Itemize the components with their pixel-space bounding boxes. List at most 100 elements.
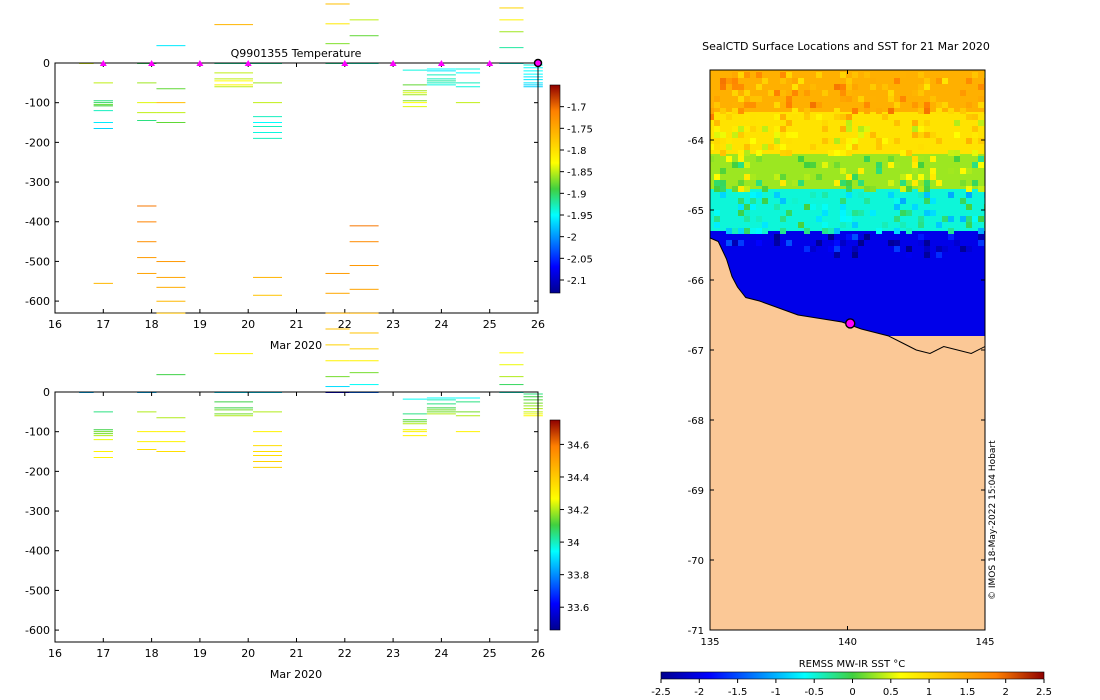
sst-pixel [930, 156, 936, 162]
sst-pixel [714, 126, 720, 132]
sst-pixel [864, 72, 870, 78]
sst-pixel [744, 114, 750, 120]
profile-cell [156, 374, 186, 376]
sst-pixel [918, 240, 924, 246]
map-y-ticks: -64 -65 -66 -67 -68 -69 -70 -71 [688, 136, 985, 637]
salinity-colorbar-ticks: 34.6 34.4 34.2 34 33.8 33.6 [560, 440, 589, 614]
surface-marker [148, 60, 156, 66]
y-tick-label: -200 [25, 136, 50, 149]
sst-pixel [810, 102, 816, 108]
sst-pixel [756, 216, 762, 222]
sst-colorbar-tick-label: -2.5 [651, 687, 671, 698]
sst-pixel [732, 126, 738, 132]
sst-pixel [732, 186, 738, 192]
sst-pixel [840, 180, 846, 186]
sst-pixel [846, 96, 852, 102]
sst-pixel [918, 222, 924, 228]
sst-pixel [744, 102, 750, 108]
sst-pixel [822, 204, 828, 210]
sst-pixel [978, 186, 984, 192]
sst-pixel [714, 138, 720, 144]
colorbar-tick-label: 34.4 [567, 473, 589, 484]
sst-pixel [738, 132, 744, 138]
sst-pixel [924, 240, 930, 246]
sst-pixel [774, 132, 780, 138]
profile-cell [325, 23, 350, 25]
profile-cell [93, 282, 113, 284]
sst-pixel [744, 144, 750, 150]
colorbar-tick-label: 33.8 [567, 571, 589, 582]
map-y-tick-label: -70 [688, 556, 704, 567]
sst-pixel [798, 156, 804, 162]
profile-cell [349, 348, 379, 350]
sst-pixel [966, 216, 972, 222]
sst-pixel [912, 126, 918, 132]
sst-pixel [786, 96, 792, 102]
sst-pixel [720, 78, 726, 84]
sst-pixel [714, 210, 720, 216]
profile-cell [325, 328, 350, 330]
sst-pixel [882, 114, 888, 120]
sst-pixel [936, 108, 942, 114]
sst-pixel [732, 84, 738, 90]
sst-pixel [786, 72, 792, 78]
sst-pixel [732, 78, 738, 84]
sst-pixel [738, 162, 744, 168]
sst-pixel [894, 216, 900, 222]
sst-pixel [966, 78, 972, 84]
sst-pixel [972, 162, 978, 168]
sst-pixel [804, 228, 810, 234]
sst-colorbar-tick-label: 2.5 [1036, 687, 1052, 698]
y-tick-label: -100 [25, 426, 50, 439]
profile-cell [137, 221, 157, 223]
sst-pixel [888, 240, 894, 246]
sst-pixel [786, 210, 792, 216]
sst-pixel [840, 210, 846, 216]
y-tick-label: -600 [25, 624, 50, 637]
sst-pixel [780, 78, 786, 84]
sst-pixel [780, 150, 786, 156]
sst-pixel [744, 228, 750, 234]
sst-pixel [810, 246, 816, 252]
sst-pixel [900, 174, 906, 180]
sst-pixel [744, 72, 750, 78]
sst-pixel [936, 222, 942, 228]
profile-cell [325, 272, 350, 274]
sst-pixel [864, 234, 870, 240]
sst-pixel [852, 252, 858, 258]
map-y-tick-label: -65 [688, 206, 704, 217]
x-tick-label: 17 [96, 318, 110, 331]
sst-pixel [978, 120, 984, 126]
sst-colorbar-tick-label: -1.5 [728, 687, 748, 698]
sst-pixel [858, 168, 864, 174]
y-tick-label: -500 [25, 255, 50, 268]
sst-pixel [858, 192, 864, 198]
temperature-xlabel: Mar 2020 [270, 339, 322, 352]
sst-pixel [918, 144, 924, 150]
sst-pixel [834, 150, 840, 156]
sst-pixel [750, 126, 756, 132]
x-tick-label: 25 [483, 318, 497, 331]
sst-pixel [894, 102, 900, 108]
profile-cell [325, 344, 350, 346]
sst-pixel [882, 222, 888, 228]
sst-pixel [714, 144, 720, 150]
sst-pixel [786, 150, 792, 156]
sst-pixel [750, 138, 756, 144]
sst-pixel [840, 150, 846, 156]
sst-pixel [846, 180, 852, 186]
sst-pixel [870, 186, 876, 192]
sst-pixel [798, 180, 804, 186]
sst-pixel [744, 132, 750, 138]
sst-pixel [906, 210, 912, 216]
profile-cell [349, 35, 379, 37]
sst-pixel [768, 90, 774, 96]
sst-pixel [888, 96, 894, 102]
salinity-y-ticks: 0 -100 -200 -300 -400 -500 -600 [25, 386, 538, 637]
sst-pixel [858, 180, 864, 186]
temperature-title: Q9901355 Temperature [231, 47, 362, 60]
sst-pixel [900, 198, 906, 204]
sst-pixel [852, 174, 858, 180]
x-tick-label: 26 [531, 318, 545, 331]
sst-pixel [816, 72, 822, 78]
